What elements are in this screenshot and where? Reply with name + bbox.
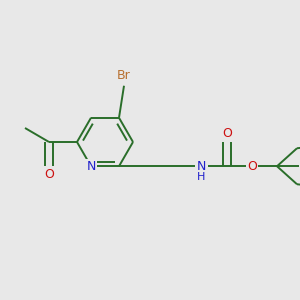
Text: N: N [196,160,206,173]
Text: H: H [197,172,205,182]
Text: O: O [247,160,257,173]
Text: Br: Br [117,69,131,82]
Text: N: N [86,160,96,173]
Text: O: O [44,169,54,182]
Text: O: O [222,127,232,140]
